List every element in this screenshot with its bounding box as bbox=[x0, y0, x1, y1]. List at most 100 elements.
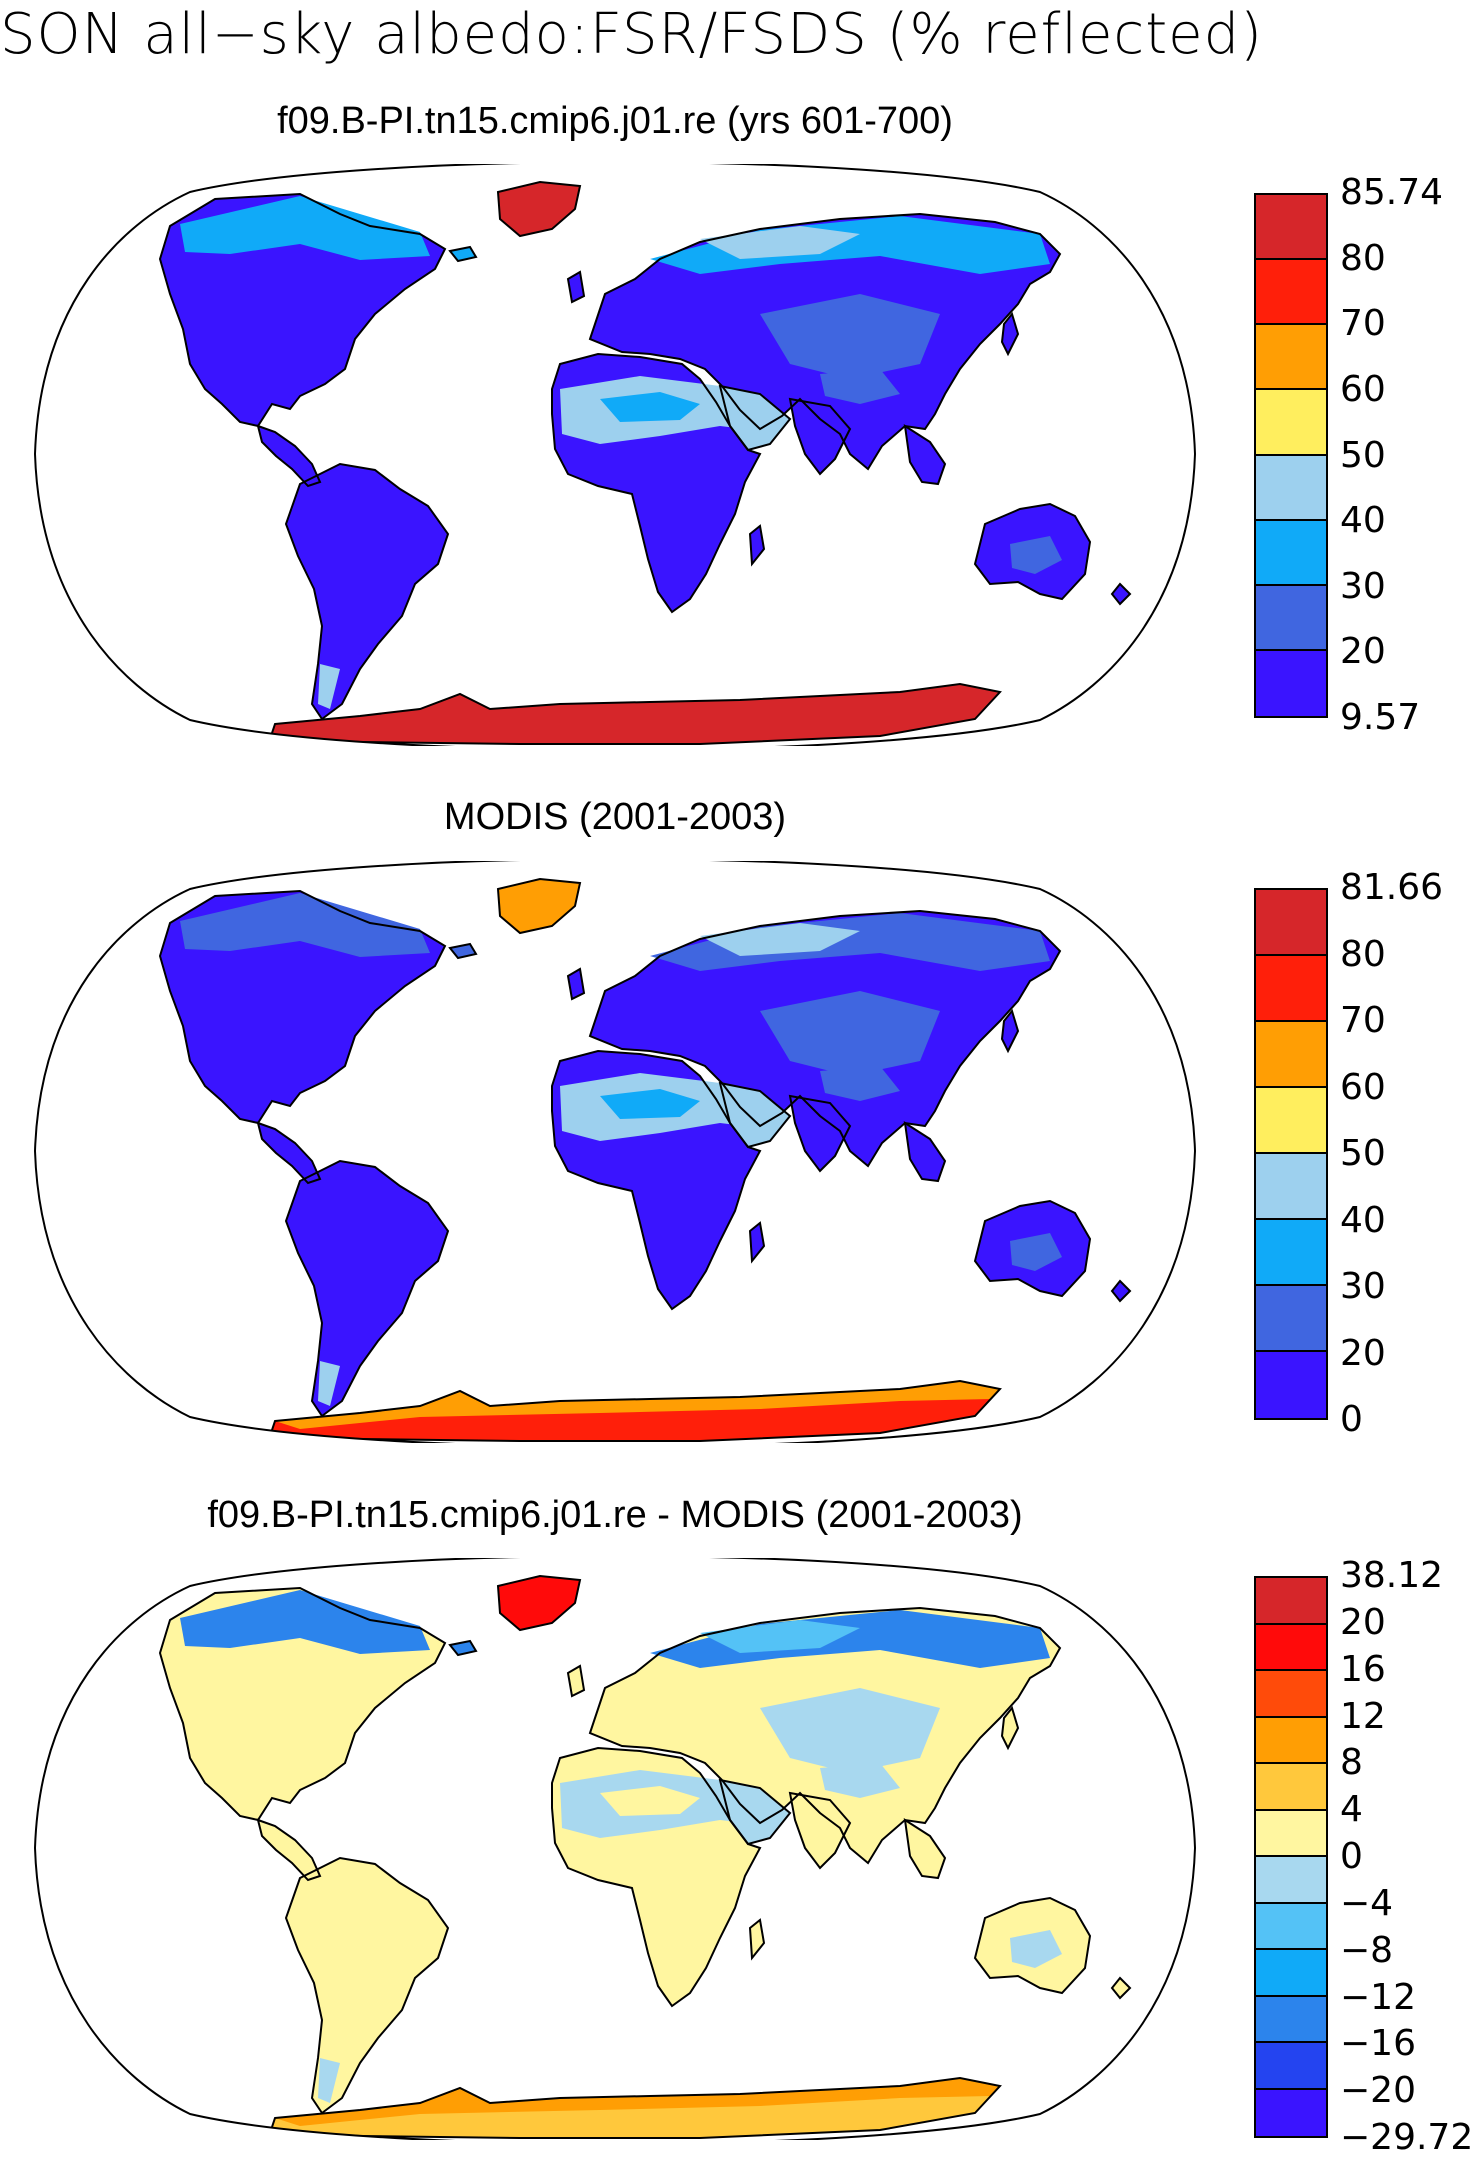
nz-fill bbox=[1112, 584, 1130, 604]
field-region bbox=[650, 1610, 1050, 1668]
eurasia-coastline bbox=[588, 212, 1062, 471]
antarctica-coastline bbox=[268, 2076, 1002, 2139]
madagascar-coastline bbox=[748, 1221, 766, 1264]
field-region bbox=[318, 1361, 340, 1406]
japan-coastline bbox=[1000, 1008, 1020, 1054]
panel-3-title: f09.B-PI.tn15.cmip6.j01.re - MODIS (2001… bbox=[207, 1494, 1023, 1536]
madagascar-coastline bbox=[748, 1918, 766, 1961]
india-fill bbox=[790, 1793, 850, 1868]
colorbar-label: 9.57 bbox=[1340, 697, 1421, 738]
field-region bbox=[180, 196, 430, 260]
colorbar-swatch bbox=[1256, 1764, 1326, 1811]
field-region bbox=[820, 369, 900, 404]
colorbar-swatch bbox=[1256, 2043, 1326, 2090]
greenland-coastline bbox=[496, 1574, 582, 1632]
colorbar-swatch bbox=[1256, 1154, 1326, 1220]
colorbar-swatch bbox=[1256, 1578, 1326, 1625]
colorbar-swatch bbox=[1256, 1996, 1326, 2043]
india-coastline bbox=[788, 1791, 852, 1870]
colorbar-swatch bbox=[1256, 585, 1326, 651]
greenland-fill bbox=[498, 1576, 580, 1630]
colorbar-label: −16 bbox=[1340, 2023, 1416, 2065]
nz-fill bbox=[1112, 1978, 1130, 1998]
field-region bbox=[820, 1066, 900, 1101]
colorbar-swatch bbox=[1256, 1088, 1326, 1154]
field-region bbox=[180, 893, 430, 957]
figure-title: SON all−sky albedo:FSR/FSDS (% reflected… bbox=[0, 2, 1263, 67]
colorbar-label: 70 bbox=[1340, 303, 1386, 345]
colorbar-swatch bbox=[1256, 890, 1326, 956]
camerica-fill bbox=[258, 426, 320, 486]
samerica-fill bbox=[286, 464, 448, 719]
field-region bbox=[760, 991, 940, 1076]
colorbar-label: −4 bbox=[1340, 1882, 1394, 1924]
colorbar-swatch bbox=[1256, 1857, 1326, 1904]
field-region bbox=[760, 1688, 940, 1773]
field-region bbox=[180, 1590, 430, 1654]
colorbar-label: 50 bbox=[1340, 434, 1386, 476]
uk-coastline bbox=[566, 1664, 586, 1698]
field-region bbox=[600, 1786, 700, 1816]
antarctica-coastline bbox=[268, 682, 1002, 745]
colorbar-label: 12 bbox=[1340, 1695, 1386, 1737]
africa-coastline bbox=[551, 1746, 762, 2008]
colorbar-label: 20 bbox=[1340, 631, 1386, 673]
colorbar-swatch bbox=[1256, 2089, 1326, 2136]
nz-fill bbox=[1112, 1281, 1130, 1301]
colorbar-swatch bbox=[1256, 260, 1326, 326]
arabia-coastline bbox=[718, 1778, 792, 1846]
panel-2-title: MODIS (2001-2003) bbox=[443, 796, 787, 838]
australia-coastline bbox=[973, 502, 1092, 601]
colorbar-label: −8 bbox=[1340, 1929, 1394, 1971]
colorbar-swatch bbox=[1256, 325, 1326, 391]
japan-coastline bbox=[1000, 1705, 1020, 1751]
camerica-coastline bbox=[256, 1121, 322, 1185]
india-fill bbox=[790, 1096, 850, 1171]
africa-coastline bbox=[551, 352, 762, 614]
colorbar-swatch bbox=[1256, 1810, 1326, 1857]
colorbar-label: 20 bbox=[1340, 1332, 1386, 1374]
colorbar-label: 0 bbox=[1340, 1836, 1363, 1877]
colorbar-swatch bbox=[1256, 1624, 1326, 1671]
namerica-coastline bbox=[158, 889, 447, 1125]
samerica-coastline bbox=[284, 462, 450, 721]
madagascar-fill bbox=[750, 1223, 764, 1261]
colorbar-label: 8 bbox=[1340, 1742, 1363, 1784]
greenland-coastline bbox=[496, 877, 582, 935]
colorbar-label: 30 bbox=[1340, 1266, 1386, 1307]
colorbar-label: 40 bbox=[1340, 1199, 1386, 1241]
iceland-coastline bbox=[448, 245, 478, 263]
india-fill bbox=[790, 399, 850, 474]
colorbar-swatch bbox=[1256, 1220, 1326, 1286]
colorbar-label: 4 bbox=[1340, 1789, 1363, 1831]
seasia-coastline bbox=[903, 423, 947, 486]
samerica-coastline bbox=[284, 1159, 450, 1418]
camerica-coastline bbox=[256, 424, 322, 488]
nz-coastline bbox=[1110, 1279, 1132, 1303]
colorbar-swatch bbox=[1256, 1671, 1326, 1718]
india-coastline bbox=[788, 397, 852, 476]
colorbar-label: 40 bbox=[1340, 500, 1386, 542]
nz-coastline bbox=[1110, 1976, 1132, 2000]
colorbar-box bbox=[1254, 1576, 1328, 2138]
colorbar-swatch bbox=[1256, 520, 1326, 586]
colorbar-swatch bbox=[1256, 1286, 1326, 1352]
colorbar-swatch bbox=[1256, 1950, 1326, 1997]
colorbar-swatch bbox=[1256, 1022, 1326, 1088]
field-region bbox=[1010, 536, 1062, 574]
seasia-coastline bbox=[903, 1120, 947, 1183]
map-frame bbox=[33, 1558, 1197, 2140]
colorbar-label: 50 bbox=[1340, 1133, 1386, 1174]
greenland-fill bbox=[498, 879, 580, 933]
africa-coastline bbox=[551, 1049, 762, 1311]
namerica-coastline bbox=[158, 1586, 447, 1822]
camerica-fill bbox=[258, 1820, 320, 1880]
greenland-fill bbox=[498, 182, 580, 236]
colorbar-label: 85.74 bbox=[1340, 172, 1444, 213]
panel-2-map bbox=[33, 861, 1197, 1443]
colorbar-label: 81.66 bbox=[1340, 867, 1444, 908]
seasia-coastline bbox=[903, 1817, 947, 1880]
madagascar-fill bbox=[750, 1920, 764, 1958]
namerica-coastline bbox=[158, 192, 447, 428]
colorbar-swatch bbox=[1256, 1903, 1326, 1950]
